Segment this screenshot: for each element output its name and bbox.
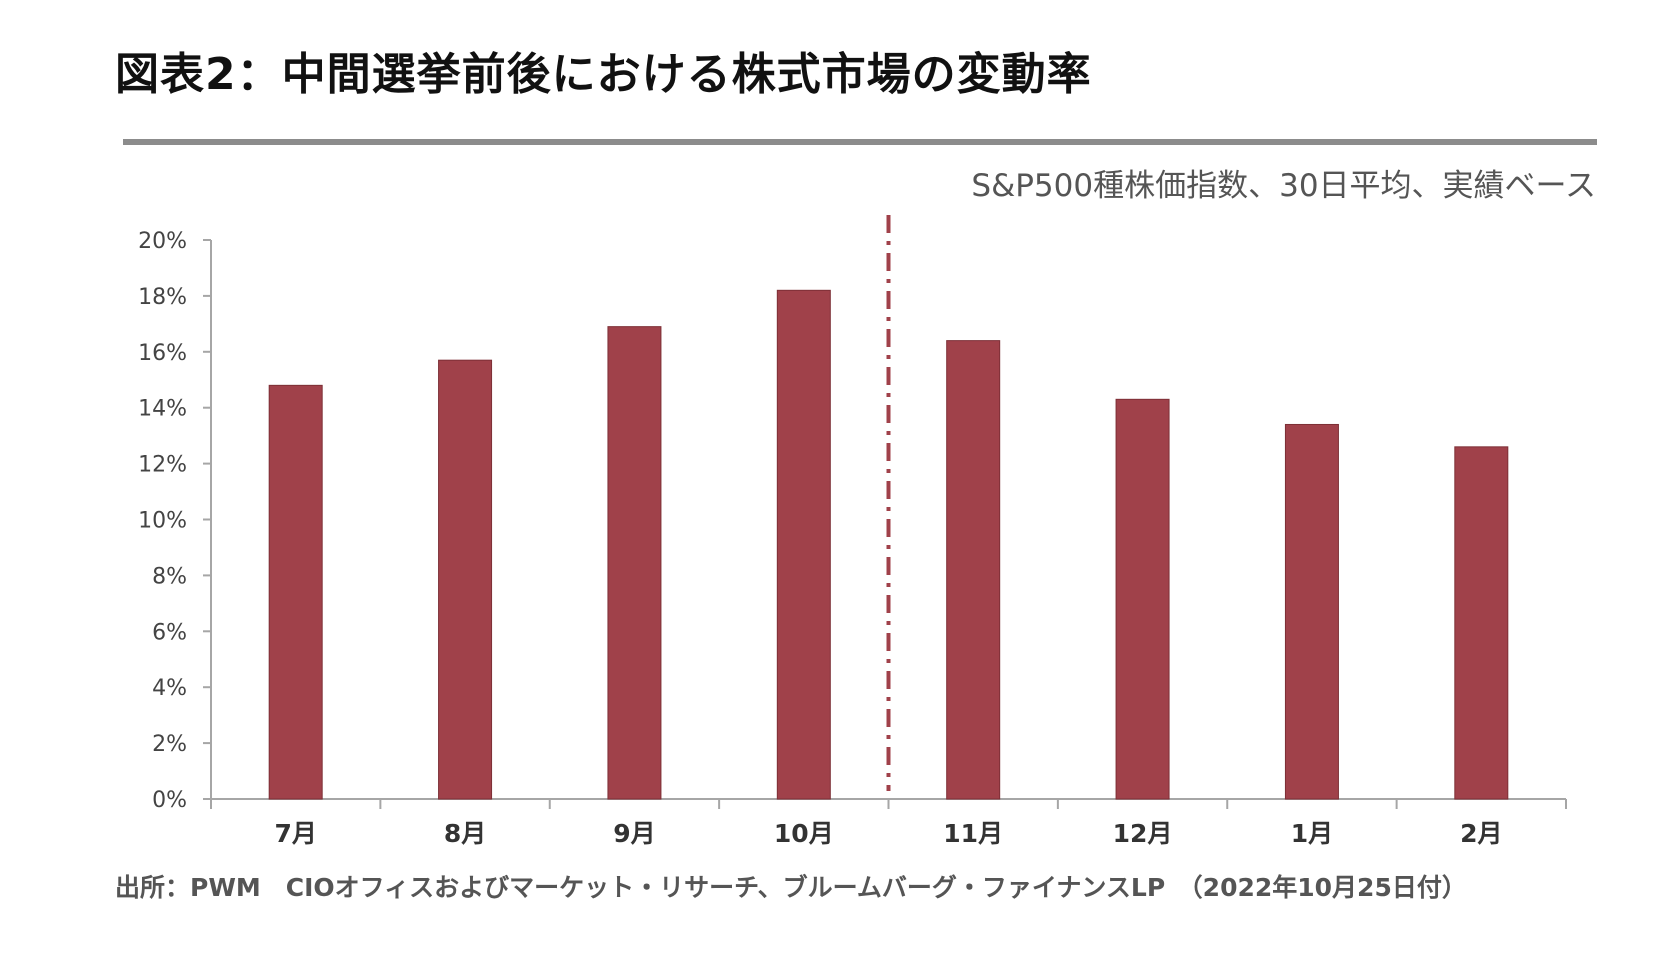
y-tick-label: 0% [152,788,187,813]
x-tick-label: 2月 [1460,819,1502,848]
x-tick-label: 12月 [1113,819,1173,848]
y-tick-label: 20% [138,229,187,254]
bar [1115,398,1170,800]
bar [776,289,831,800]
bar [1454,446,1509,800]
source-note: 出所：PWM CIOオフィスおよびマーケット・リサーチ、ブルームバーグ・ファイナ… [115,873,1467,902]
x-tick-label: 7月 [274,819,316,848]
title-divider-rule [123,139,1597,145]
x-tick-label: 1月 [1291,819,1333,848]
y-axis: 0% 2% 4% 6% 8% 10% 12% 14% 16% 18% 20% [138,229,212,813]
y-tick-label: 4% [152,676,187,701]
y-tick-label: 16% [138,341,187,366]
x-tick-label: 8月 [444,819,486,848]
bars [268,289,1509,800]
y-tick-label: 14% [138,397,187,422]
y-tick-label: 12% [138,453,187,478]
x-axis: 7月 8月 9月 10月 11月 12月 1月 2月 [210,798,1567,848]
y-tick-label: 10% [138,509,187,534]
chart-title: 図表2：中間選挙前後における株式市場の変動率 [115,49,1092,100]
x-tick-label: 11月 [943,819,1003,848]
bar [607,326,662,800]
bar [438,359,493,800]
x-tick-label: 9月 [613,819,655,848]
x-tick-label: 10月 [774,819,834,848]
bar [946,340,1001,800]
y-tick-label: 18% [138,285,187,310]
bar [1284,423,1339,800]
y-tick-label: 8% [152,564,187,589]
y-tick-label: 2% [152,732,187,757]
y-tick-label: 6% [152,620,187,645]
chart-subtitle: S&P500種株価指数、30日平均、実績ベース [971,168,1596,204]
bar [268,384,323,800]
